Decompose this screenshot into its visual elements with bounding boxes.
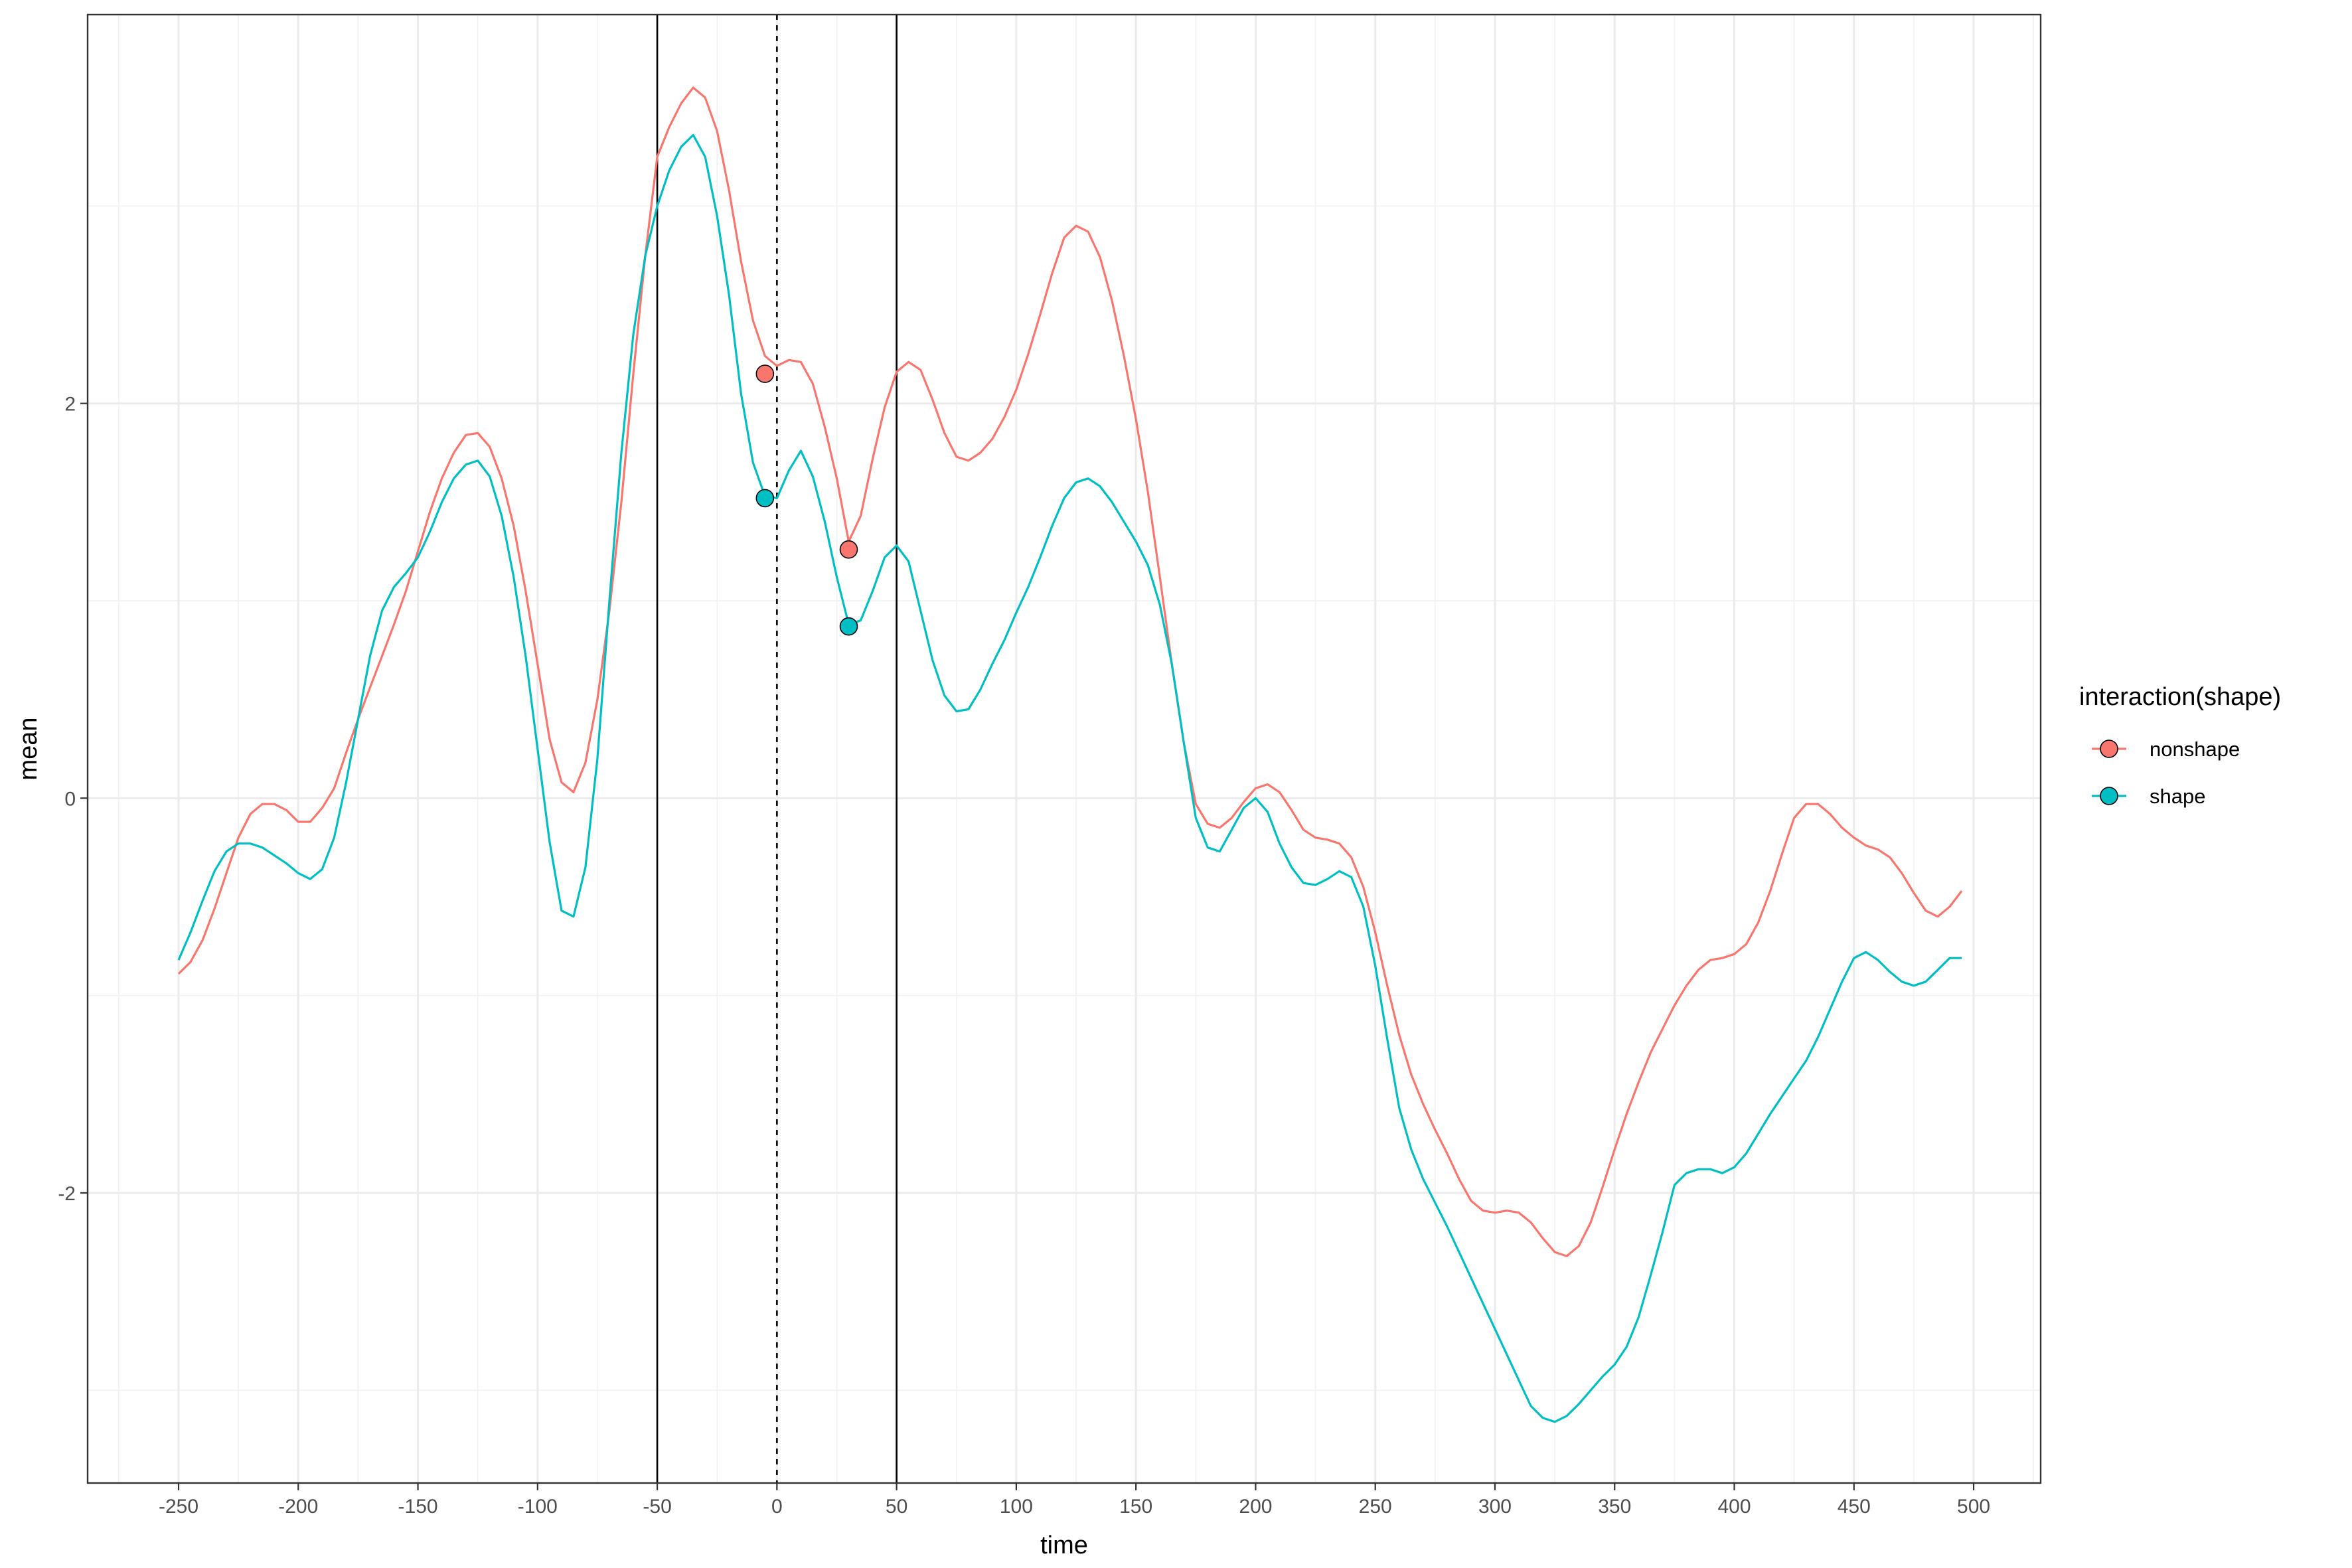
series-lines [177,86,1963,1423]
x-tick-label: 150 [1119,1496,1152,1518]
data-point-nonshape [839,540,858,559]
x-tick-label: -50 [643,1496,671,1518]
series-markers [755,364,858,636]
minor-gridlines [88,15,2041,1483]
series-line-nonshape [177,86,1963,1257]
x-tick-label: 500 [1957,1496,1990,1518]
y-axis: -2 0 2 [58,394,88,1205]
x-tick-label: 400 [1717,1496,1751,1518]
data-point-shape [839,617,858,636]
y-tick-label: 0 [64,788,76,810]
x-tick-label: 100 [1000,1496,1033,1518]
legend-label-shape: shape [2150,785,2205,808]
legend: interaction(shape) nonshape shape [2079,683,2281,808]
x-tick-label: 450 [1838,1496,1871,1518]
legend-items: nonshape shape [2092,738,2240,808]
x-tick-label: 350 [1598,1496,1631,1518]
legend-key-point-shape [2100,787,2118,805]
legend-label-nonshape: nonshape [2150,738,2240,761]
x-tick-label: -150 [398,1496,438,1518]
reference-lines [656,15,898,1483]
x-tick-label: -200 [278,1496,318,1518]
x-tick-label: 300 [1478,1496,1512,1518]
x-tick-label: 250 [1359,1496,1392,1518]
y-tick-label: -2 [58,1183,76,1205]
x-tick-label: -250 [159,1496,198,1518]
plot-panel-border [86,13,2042,1484]
x-tick-label: 200 [1239,1496,1272,1518]
series-line-shape [177,133,1962,1423]
data-point-shape [755,489,775,508]
y-tick-label: 2 [64,394,76,416]
legend-key-point-nonshape [2100,740,2118,758]
data-point-nonshape [755,364,775,383]
plot-panel [86,13,2042,1484]
x-tick-label: 50 [886,1496,907,1518]
legend-title: interaction(shape) [2079,683,2281,711]
x-axis: -250 -200 -150 -100 -50 0 50 100 150 200 250 300 350… [159,1483,1990,1518]
y-axis-title: mean [15,717,42,780]
x-axis-title: time [1040,1531,1088,1559]
plot-panel-background [88,15,2041,1483]
x-tick-label: 0 [771,1496,783,1518]
x-tick-label: -100 [518,1496,558,1518]
